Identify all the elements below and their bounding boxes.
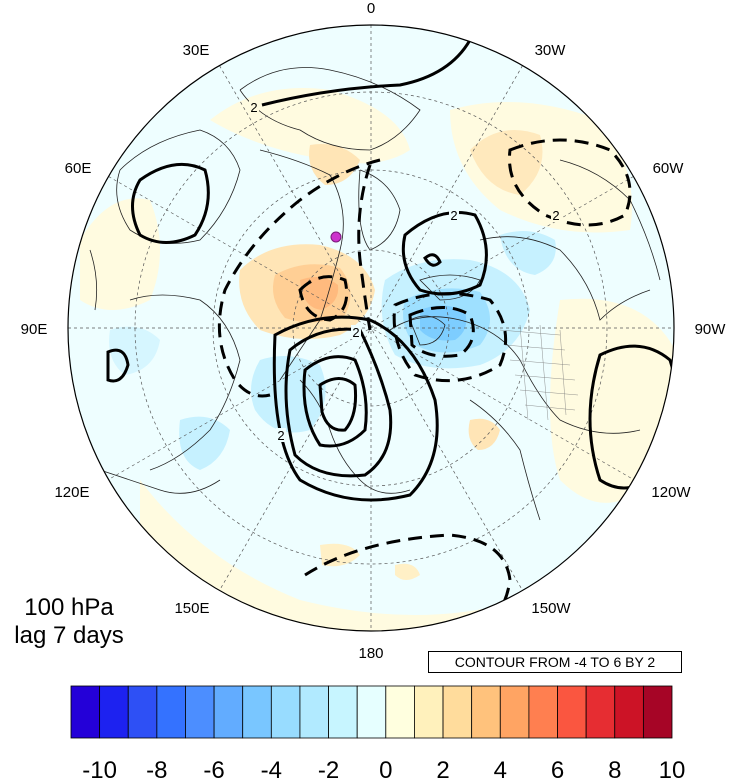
lon-label-30e: 30E	[183, 42, 210, 59]
colorbar-tick-label: -4	[261, 757, 282, 779]
contour-label: 2	[277, 428, 284, 443]
colorbar-tick-label: 4	[494, 757, 507, 779]
contour-label: 2	[352, 325, 359, 340]
colorbar-swatch	[99, 685, 129, 739]
contour-negative	[392, 292, 508, 383]
lon-label-120w: 120W	[651, 484, 691, 501]
lon-label-30w: 30W	[535, 42, 567, 59]
colorbar-swatch	[328, 685, 358, 739]
lag-label: lag 7 days	[14, 622, 124, 649]
contour-label: 2	[450, 208, 457, 223]
contour-negative	[217, 158, 381, 398]
contour-label: 2	[552, 208, 559, 223]
state-boundaries	[499, 324, 579, 421]
contour-negative	[408, 306, 475, 358]
colorbar-tick-label: -6	[203, 757, 224, 779]
colorbar-tick-label: 10	[659, 757, 686, 779]
colorbar-swatch	[385, 685, 415, 739]
colorbar	[70, 685, 673, 739]
contour-negative	[298, 275, 349, 322]
colorbar-tick-label: -8	[146, 757, 167, 779]
colorbar-tick-label: -10	[82, 757, 117, 779]
contour-positive	[131, 162, 210, 244]
lon-label-150w: 150W	[531, 600, 571, 617]
colorbar-swatch	[156, 685, 186, 739]
colorbar-tick-label: 6	[551, 757, 564, 779]
colorbar-swatch	[70, 685, 101, 739]
colorbar-swatch	[356, 685, 387, 739]
lon-label-60e: 60E	[65, 160, 92, 177]
colorbar-swatch	[585, 685, 616, 739]
longitude-labels: 0 30W 60W 90W 120W 150W 180 150E 120E 90…	[21, 0, 727, 662]
shaded-anomaly-field	[80, 88, 674, 631]
colorbar-swatch	[127, 685, 158, 739]
colorbar-swatch	[213, 685, 244, 739]
colorbar-swatch	[185, 685, 215, 739]
contour-label: 2	[250, 100, 257, 115]
contour-value-labels: 2 2 2 2 2	[249, 100, 561, 443]
contour-info-box: CONTOUR FROM -4 TO 6 BY 2	[428, 651, 682, 673]
colorbar-swatch	[642, 685, 673, 739]
colorbar-swatch	[471, 685, 501, 739]
contour-positive	[302, 355, 368, 448]
colorbar-swatch	[528, 685, 558, 739]
colorbar-tick-label: 8	[608, 757, 621, 779]
contour-positive	[272, 315, 439, 502]
lon-label-180: 180	[358, 645, 383, 662]
colorbar-tick-label: -2	[318, 757, 339, 779]
colorbar-swatch	[414, 685, 444, 739]
colorbar-tick-label: 0	[379, 757, 392, 779]
location-marker	[330, 231, 342, 243]
colorbar-swatch	[242, 685, 272, 739]
colorbar-tick-label: 2	[436, 757, 449, 779]
map-boundary	[67, 24, 675, 632]
lon-label-120e: 120E	[54, 484, 89, 501]
colorbar-swatch	[614, 685, 644, 739]
colorbar-tick-labels: -10 -8 -6 -4 -2 0 2 4 6 8 10	[82, 757, 685, 779]
lon-label-0: 0	[367, 0, 375, 17]
colorbar-swatch	[270, 685, 301, 739]
contour-positive	[423, 253, 442, 267]
contour-positive	[106, 348, 130, 383]
contour-positive	[318, 377, 357, 432]
colorbar-swatch	[442, 685, 473, 739]
lon-label-150e: 150E	[174, 600, 209, 617]
colorbar-swatch	[499, 685, 530, 739]
lon-label-90w: 90W	[695, 321, 727, 338]
level-label: 100 hPa	[24, 594, 114, 621]
lon-label-90e: 90E	[21, 321, 48, 338]
colorbar-swatch	[299, 685, 329, 739]
colorbar-swatch	[557, 685, 587, 739]
contour-negative	[304, 533, 512, 631]
contour-lines-negative	[217, 138, 632, 631]
lon-label-60w: 60W	[653, 160, 685, 177]
contour-negative	[357, 164, 372, 331]
contour-positive	[261, 39, 472, 107]
